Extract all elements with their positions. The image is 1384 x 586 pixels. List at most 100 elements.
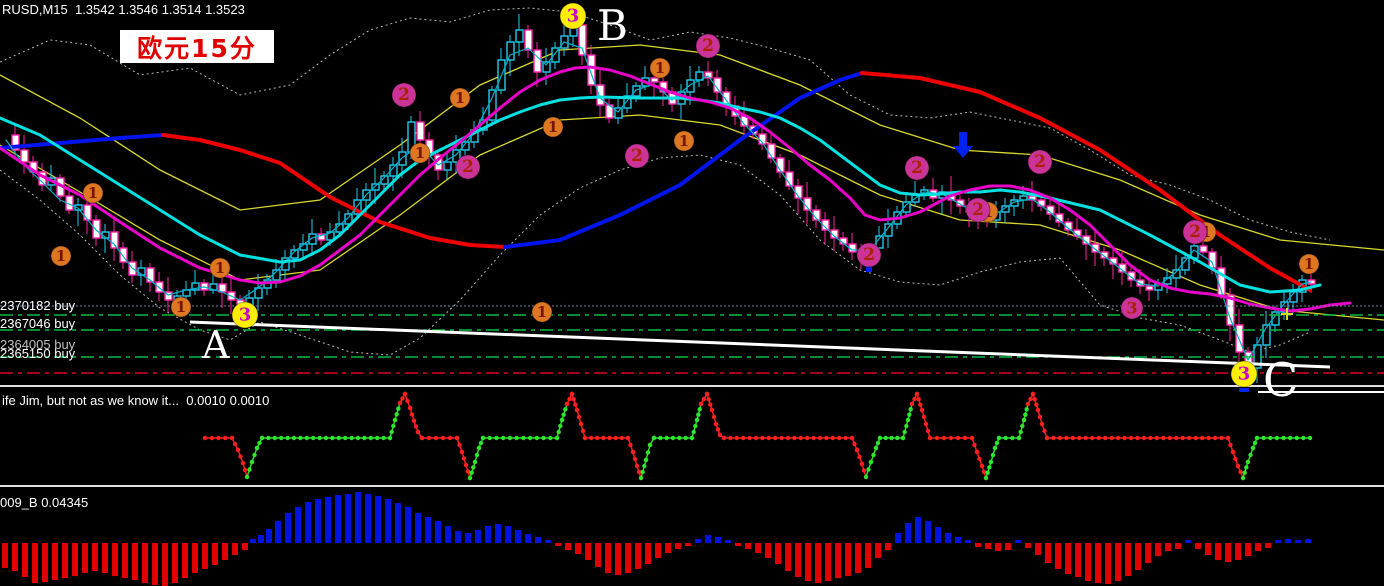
semafor-dot	[1167, 435, 1173, 441]
semafor-dot	[1010, 435, 1015, 441]
semafor-dot	[580, 428, 586, 434]
semafor-dot	[693, 423, 698, 429]
sell-arrow-icon	[953, 132, 973, 158]
semafor-dot	[1294, 435, 1299, 441]
annotation-letter-c: C	[1263, 353, 1299, 407]
semafor-dot	[1109, 435, 1114, 441]
semafor-dot	[419, 435, 425, 441]
histogram-bar	[585, 543, 591, 560]
semafor-dot	[440, 435, 446, 441]
semafor-dot	[411, 418, 417, 424]
semafor-dot	[1016, 435, 1022, 441]
candle-body	[461, 141, 470, 151]
candle-body	[218, 283, 227, 293]
semafor-dot	[636, 469, 642, 475]
semafor-dot	[877, 435, 883, 441]
candle-body	[20, 149, 29, 163]
semafor-dot	[582, 435, 588, 441]
semafor-dot	[368, 435, 373, 441]
semafor-dot	[607, 435, 612, 441]
semafor-dot	[1228, 442, 1233, 448]
semafor-dot	[247, 467, 252, 472]
semafor-dot	[254, 445, 260, 451]
semafor-dot	[409, 412, 415, 417]
histogram-bar	[250, 539, 256, 543]
semafor-dot	[900, 435, 906, 441]
histogram-bar	[275, 521, 281, 543]
semafor-dot	[912, 396, 917, 402]
histogram-bar	[725, 540, 731, 543]
semafor-line-green	[985, 403, 1029, 479]
candle-body	[1001, 205, 1010, 213]
semafor-dot	[683, 435, 688, 441]
semafor-dot	[402, 391, 408, 397]
semafor-dot	[741, 435, 746, 441]
semafor-dot	[252, 452, 257, 458]
histogram-bar	[1255, 543, 1261, 551]
histogram-bar	[745, 543, 751, 549]
semafor-dot	[1023, 412, 1028, 417]
histogram-bar	[132, 543, 138, 580]
semafor-dot	[1122, 435, 1127, 441]
semafor-dot	[760, 435, 765, 441]
signal-circle-2	[624, 143, 650, 169]
histogram-bar	[72, 543, 78, 576]
histogram-bar	[865, 543, 871, 568]
histogram-bar	[1145, 543, 1151, 563]
signal-number: 2	[863, 245, 875, 265]
semafor-dot	[914, 391, 920, 397]
candle-body	[1091, 243, 1100, 253]
histogram-bar	[1075, 543, 1081, 577]
histogram-bar	[485, 526, 491, 543]
candle-body	[1199, 245, 1208, 253]
semafor-dot	[895, 435, 900, 441]
semafor-dot	[798, 435, 803, 441]
histogram-bar	[1225, 543, 1231, 562]
histogram-bar	[975, 543, 981, 547]
indicator2-label: ife Jim, but not as we know it... 0.0010…	[2, 393, 270, 408]
semafor-dot	[336, 435, 341, 441]
semafor-dot	[766, 435, 771, 441]
semafor-dot	[534, 435, 540, 441]
histogram-bar	[1065, 543, 1071, 574]
signal-circle-2	[965, 197, 991, 223]
semafor-dot	[925, 428, 931, 434]
semafor-dot	[689, 435, 695, 441]
semafor-dot	[1187, 435, 1192, 441]
title-box-text: 欧元15分	[137, 33, 257, 63]
histogram-bar	[795, 543, 801, 577]
semafor-dot	[558, 423, 563, 429]
histogram-bar	[895, 533, 901, 543]
histogram-bar	[695, 539, 701, 543]
channel-yellow-upper	[0, 44, 1384, 251]
histogram-bar	[42, 543, 48, 582]
histogram-bar	[1265, 543, 1271, 548]
semafor-dot	[527, 435, 533, 441]
candle-body	[398, 151, 407, 166]
semafor-dot	[457, 442, 462, 448]
semafor-dot	[859, 461, 865, 467]
signal-circle-1	[50, 245, 72, 267]
semafor-dot	[1035, 407, 1041, 413]
signal-number: 1	[455, 89, 465, 107]
candle-body	[506, 41, 515, 61]
semafor-dot	[721, 435, 727, 441]
semafor-dot	[541, 435, 546, 441]
semafor-dot	[704, 391, 710, 397]
histogram-bar	[855, 543, 861, 573]
semafor-dot	[1212, 435, 1218, 441]
histogram-bar	[32, 543, 38, 583]
semafor-dot	[461, 456, 467, 461]
histogram-bar	[735, 543, 741, 546]
buy-level-label-2: 2367046 buy	[0, 316, 76, 331]
semafor-line-red	[700, 392, 867, 478]
semafor-dot	[1281, 435, 1286, 441]
histogram-bar	[375, 496, 381, 543]
signal-circle-1	[449, 87, 471, 109]
semafor-dot	[548, 435, 553, 441]
histogram-bar	[335, 495, 341, 543]
candle-body	[1136, 279, 1145, 287]
semafor-dot	[1193, 435, 1198, 441]
semafor-dot	[691, 429, 696, 435]
